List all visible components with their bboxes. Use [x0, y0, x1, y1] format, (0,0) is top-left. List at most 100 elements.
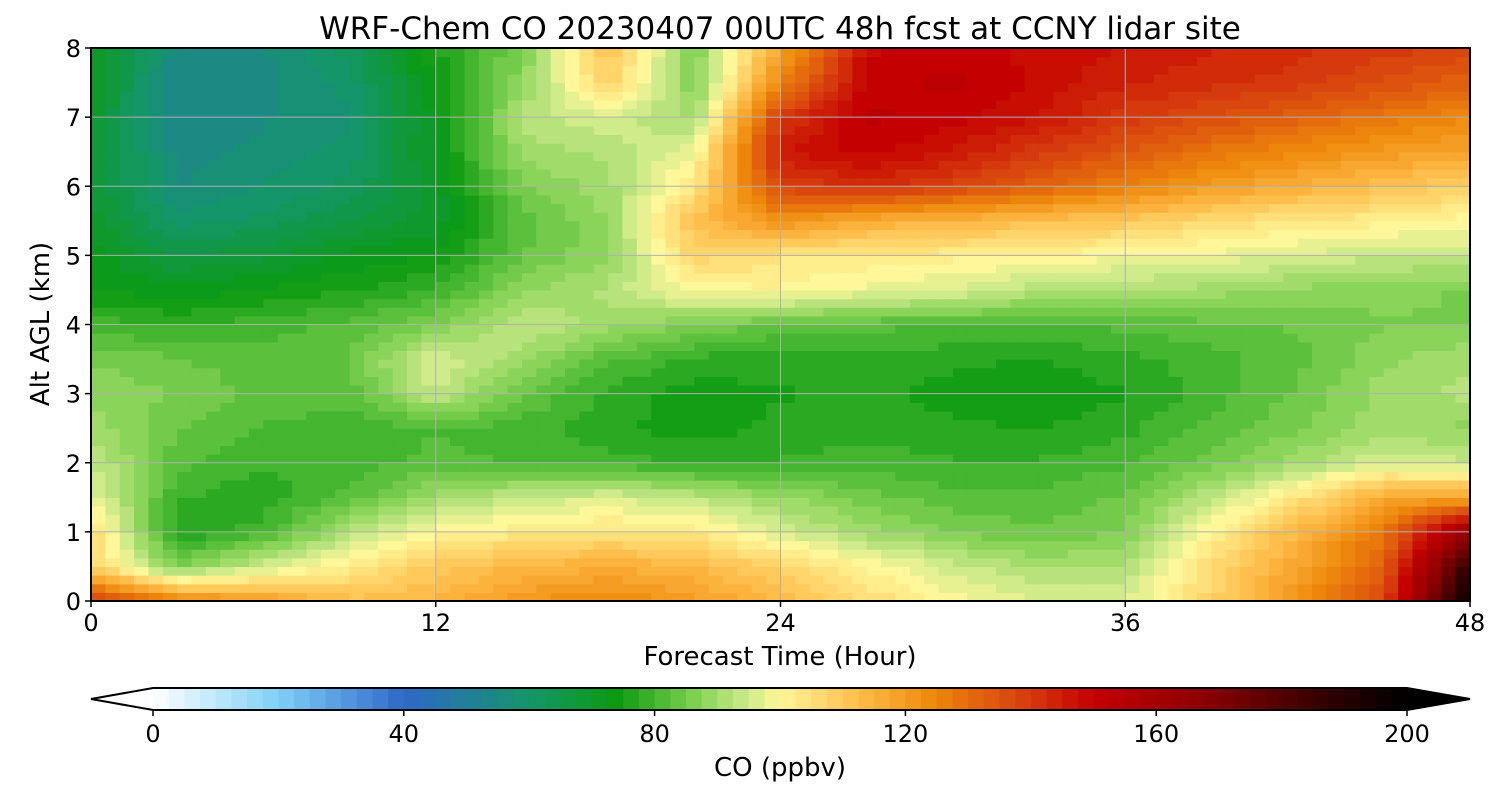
co-cell — [493, 246, 509, 256]
co-cell — [1383, 557, 1399, 568]
co-cell — [651, 238, 667, 248]
co-cell — [478, 212, 494, 222]
co-cell — [1311, 238, 1327, 248]
co-cell — [751, 168, 767, 179]
co-cell — [536, 194, 552, 205]
co-cell — [651, 531, 667, 542]
co-cell — [1412, 246, 1428, 256]
co-cell — [1197, 540, 1213, 550]
co-cell — [737, 454, 753, 464]
co-cell — [708, 549, 724, 559]
co-cell — [464, 264, 480, 274]
co-cell — [392, 557, 408, 568]
co-cell — [608, 454, 624, 464]
co-cell — [1297, 255, 1313, 265]
co-cell — [636, 436, 652, 447]
co-cell — [1326, 497, 1342, 507]
co-cell — [220, 324, 236, 334]
co-cell — [608, 281, 624, 291]
co-cell — [1096, 376, 1112, 386]
co-cell — [435, 428, 451, 438]
co-cell — [292, 505, 308, 516]
co-cell — [493, 497, 509, 507]
co-cell — [1168, 445, 1184, 455]
co-cell — [392, 454, 408, 464]
co-cell — [608, 497, 624, 507]
co-cell — [306, 462, 322, 472]
co-cell — [1311, 194, 1327, 205]
co-cell — [220, 575, 236, 585]
co-cell — [177, 514, 193, 524]
co-cell — [852, 488, 868, 498]
co-cell — [1082, 272, 1098, 282]
co-cell — [536, 324, 552, 334]
co-cell — [938, 186, 954, 196]
co-cell — [1225, 514, 1241, 524]
co-cell — [694, 592, 710, 601]
co-cell — [1283, 428, 1299, 438]
co-cell — [191, 583, 207, 593]
co-cell — [1369, 168, 1385, 179]
co-cell — [119, 549, 135, 559]
co-cell — [895, 393, 911, 403]
co-cell — [823, 471, 839, 481]
co-cell — [751, 341, 767, 352]
co-cell — [105, 575, 121, 585]
co-cell — [234, 281, 250, 291]
co-cell — [1398, 471, 1414, 481]
co-cell — [292, 333, 308, 343]
co-cell — [1240, 315, 1256, 326]
co-cell — [593, 212, 609, 222]
co-cell — [794, 410, 810, 421]
co-cell — [1340, 480, 1356, 490]
co-cell — [1398, 359, 1414, 369]
co-cell — [493, 592, 509, 601]
co-cell — [751, 203, 767, 213]
co-cell — [622, 151, 638, 161]
co-cell — [995, 168, 1011, 179]
co-cell — [751, 523, 767, 533]
co-cell — [1197, 272, 1213, 282]
co-cell — [823, 194, 839, 205]
co-cell — [1010, 255, 1026, 265]
co-cell — [952, 212, 968, 222]
co-cell — [679, 505, 695, 516]
co-cell — [1340, 333, 1356, 343]
co-cell — [119, 376, 135, 386]
co-cell — [1110, 557, 1126, 568]
co-cell — [263, 523, 279, 533]
co-cell — [493, 350, 509, 360]
co-cell — [177, 212, 193, 222]
co-cell — [1211, 272, 1227, 282]
co-cell — [378, 151, 394, 161]
co-cell — [737, 333, 753, 343]
co-cell — [1153, 315, 1169, 326]
co-cell — [1125, 549, 1141, 559]
co-cell — [392, 583, 408, 593]
co-cell — [1225, 436, 1241, 447]
co-cell — [119, 402, 135, 412]
co-cell — [421, 566, 437, 576]
co-cell — [924, 384, 940, 395]
co-cell — [794, 592, 810, 601]
co-cell — [1297, 566, 1313, 576]
co-cell — [1254, 402, 1270, 412]
co-cell — [1297, 264, 1313, 274]
co-cell — [378, 462, 394, 472]
co-cell — [866, 514, 882, 524]
co-cell — [91, 575, 106, 585]
co-cell — [967, 333, 983, 343]
co-cell — [191, 436, 207, 447]
co-cell — [1441, 315, 1457, 326]
co-cell — [852, 445, 868, 455]
co-cell — [134, 203, 150, 213]
co-cell — [1153, 341, 1169, 352]
co-cell — [866, 333, 882, 343]
co-cell — [881, 255, 897, 265]
co-cell — [780, 350, 796, 360]
co-cell — [837, 151, 853, 161]
co-cell — [1268, 402, 1284, 412]
co-cell — [162, 220, 178, 231]
co-cell — [723, 194, 738, 205]
co-cell — [1168, 203, 1184, 213]
